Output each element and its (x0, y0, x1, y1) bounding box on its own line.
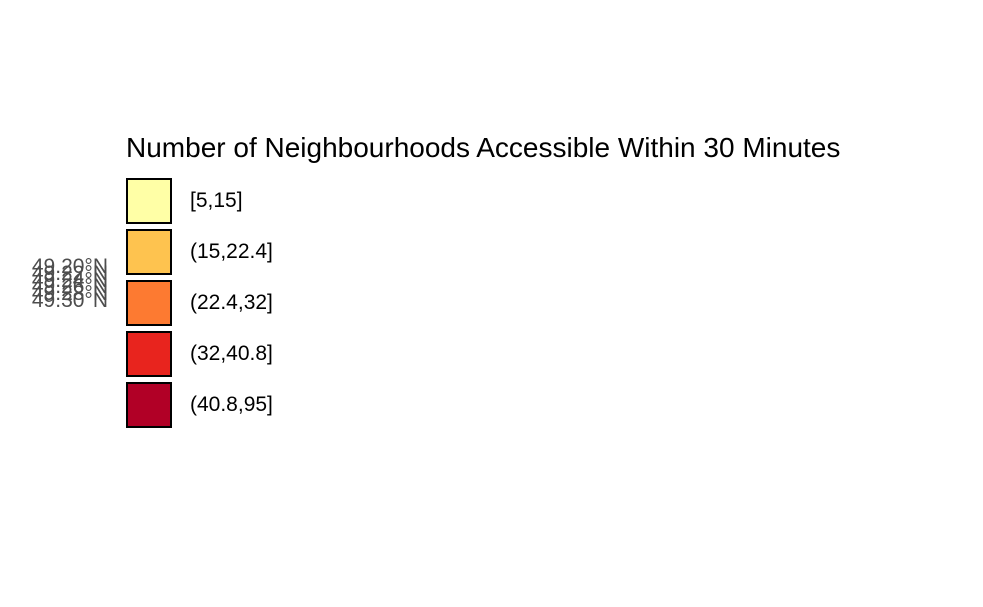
lat-label: 49.26°N (31, 275, 108, 298)
legend-title: Number of Neighbourhoods Accessible With… (126, 132, 841, 163)
legend-label: (32,40.8] (190, 341, 273, 365)
legend-swatch (126, 228, 172, 275)
legend-item: [5,15] (126, 175, 840, 226)
legend-item: (15,22.4] (126, 226, 840, 277)
lat-label: 49.28°N (31, 282, 108, 305)
legend-swatch (126, 330, 172, 377)
latitude-axis: 49.20°N 49.22°N 49.24°N 49.26°N 49.28°N … (0, 0, 120, 607)
lat-label: 49.20°N (31, 255, 108, 278)
legend: Number of Neighbourhoods Accessible With… (126, 134, 840, 430)
legend-swatch (126, 177, 172, 224)
legend-label: (15,22.4] (190, 239, 273, 263)
legend-label: (22.4,32] (190, 290, 273, 314)
lat-label: 49.30°N (31, 289, 108, 312)
legend-label: [5,15] (190, 188, 243, 212)
legend-item: (22.4,32] (126, 277, 840, 328)
legend-item: (40.8,95] (126, 379, 840, 430)
lat-label: 49.24°N (31, 269, 108, 292)
legend-swatch (126, 381, 172, 428)
legend-label: (40.8,95] (190, 392, 273, 416)
lat-label: 49.22°N (31, 262, 108, 285)
legend-swatch (126, 279, 172, 326)
legend-item: (32,40.8] (126, 328, 840, 379)
